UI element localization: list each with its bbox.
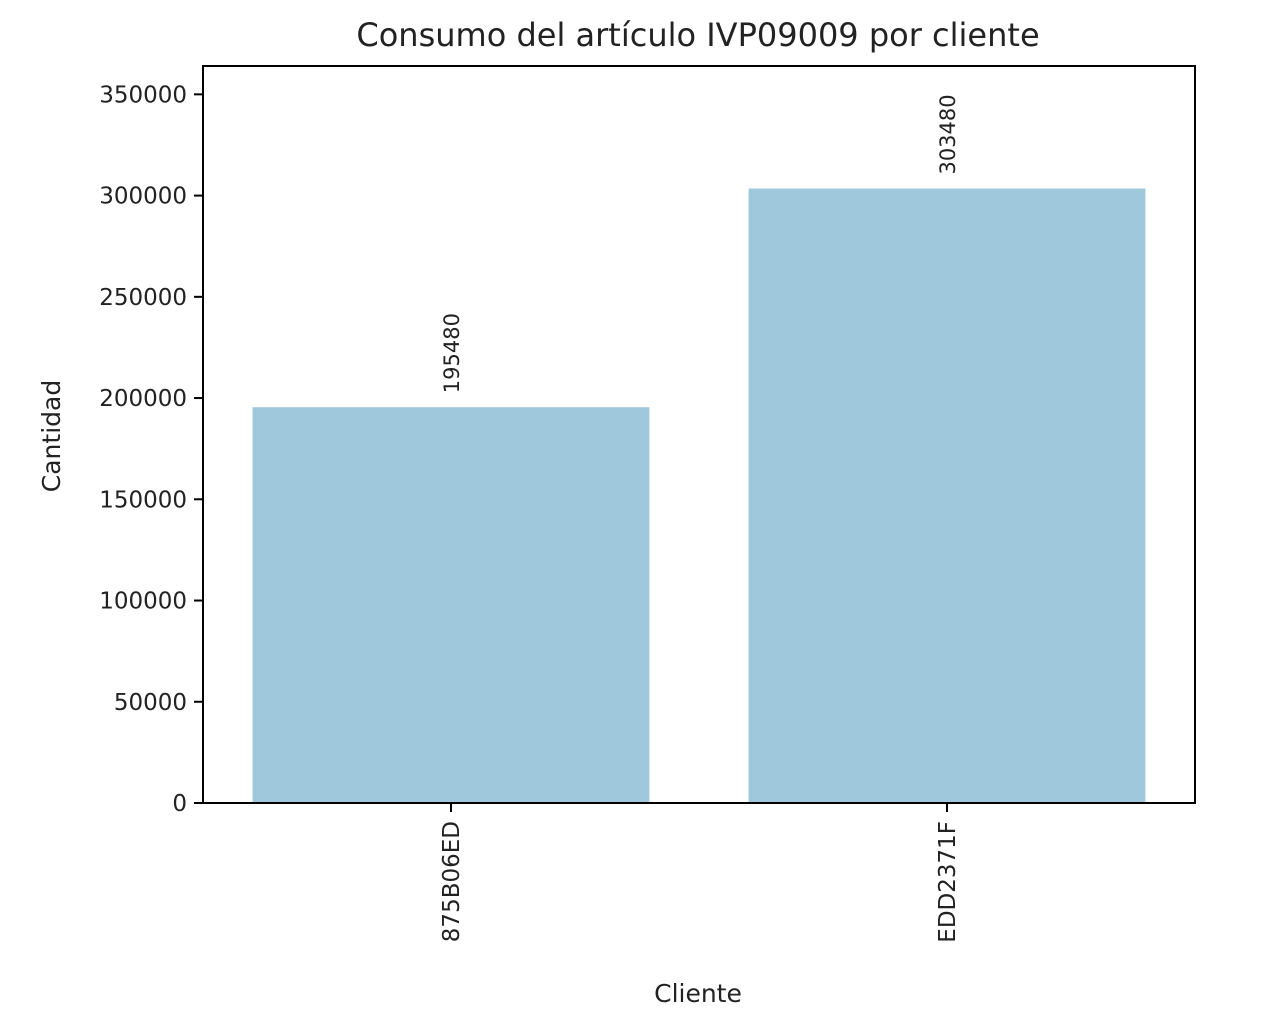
data-label-2: 303480 xyxy=(936,94,960,174)
x-axis-label: Cliente xyxy=(654,979,742,1008)
y-tick-label-2: 50000 xyxy=(114,690,187,716)
y-tick-label-4: 150000 xyxy=(99,487,187,513)
y-tick-label-5: 200000 xyxy=(99,386,187,412)
bars-group xyxy=(252,188,1146,803)
y-tick-label-3: 100000 xyxy=(99,589,187,615)
chart-title: Consumo del artículo IVP09009 por client… xyxy=(356,16,1039,54)
y-axis: 0 50000 100000 150000 200000 250000 300000 3500… xyxy=(99,82,203,817)
x-tick-label-2: EDD2371F xyxy=(935,821,961,943)
y-tick-label-1: 0 xyxy=(172,791,187,817)
y-tick-label-6: 250000 xyxy=(99,285,187,311)
data-labels-group: 195480 303480 xyxy=(440,94,960,393)
bar-2 xyxy=(748,188,1146,803)
x-tick-label-1: 875B06ED xyxy=(439,821,465,942)
y-axis-label: Cantidad xyxy=(37,380,66,492)
y-tick-label-7: 300000 xyxy=(99,184,187,210)
data-label-1: 195480 xyxy=(440,313,464,393)
bar-1 xyxy=(252,407,650,803)
x-axis: 875B06ED EDD2371F xyxy=(439,803,961,943)
y-tick-label-8: 350000 xyxy=(99,82,187,108)
plot-frame xyxy=(202,65,1196,804)
